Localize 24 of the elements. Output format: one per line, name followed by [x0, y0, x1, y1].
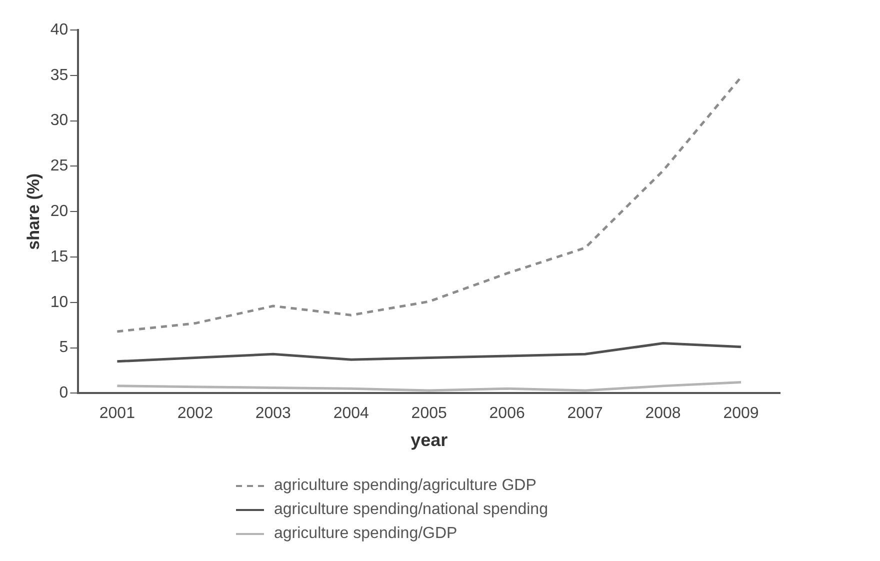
y-tick-label: 0: [59, 384, 68, 402]
legend-label: agriculture spending/national spending: [274, 501, 548, 519]
y-tick-label: 30: [50, 112, 68, 130]
y-tick-label: 25: [50, 158, 68, 175]
x-tick-label: 2007: [567, 405, 603, 422]
x-axis-title: year: [410, 430, 448, 450]
legend-label: agriculture spending/agriculture GDP: [274, 477, 536, 495]
x-tick-label: 2008: [645, 405, 681, 422]
x-tick-label: 2003: [255, 405, 292, 422]
x-tick-label: 2001: [99, 405, 136, 422]
y-tick-label: 35: [50, 66, 68, 84]
legend-label: agriculture spending/GDP: [274, 525, 458, 543]
y-axis-title: share (%): [24, 173, 43, 250]
line-series: [116, 76, 742, 333]
y-tick-label: 5: [59, 339, 68, 356]
x-tick-label: 2002: [177, 405, 214, 422]
x-tick-label: 2009: [723, 405, 759, 422]
y-tick-label: 15: [50, 248, 68, 266]
x-tick-label: 2004: [333, 405, 370, 422]
y-tick-label: 20: [50, 203, 68, 220]
x-tick-label: 2006: [489, 405, 525, 422]
x-tick-label: 2005: [411, 405, 447, 422]
y-tick-label: 10: [50, 294, 68, 311]
y-tick-label: 40: [50, 21, 68, 38]
